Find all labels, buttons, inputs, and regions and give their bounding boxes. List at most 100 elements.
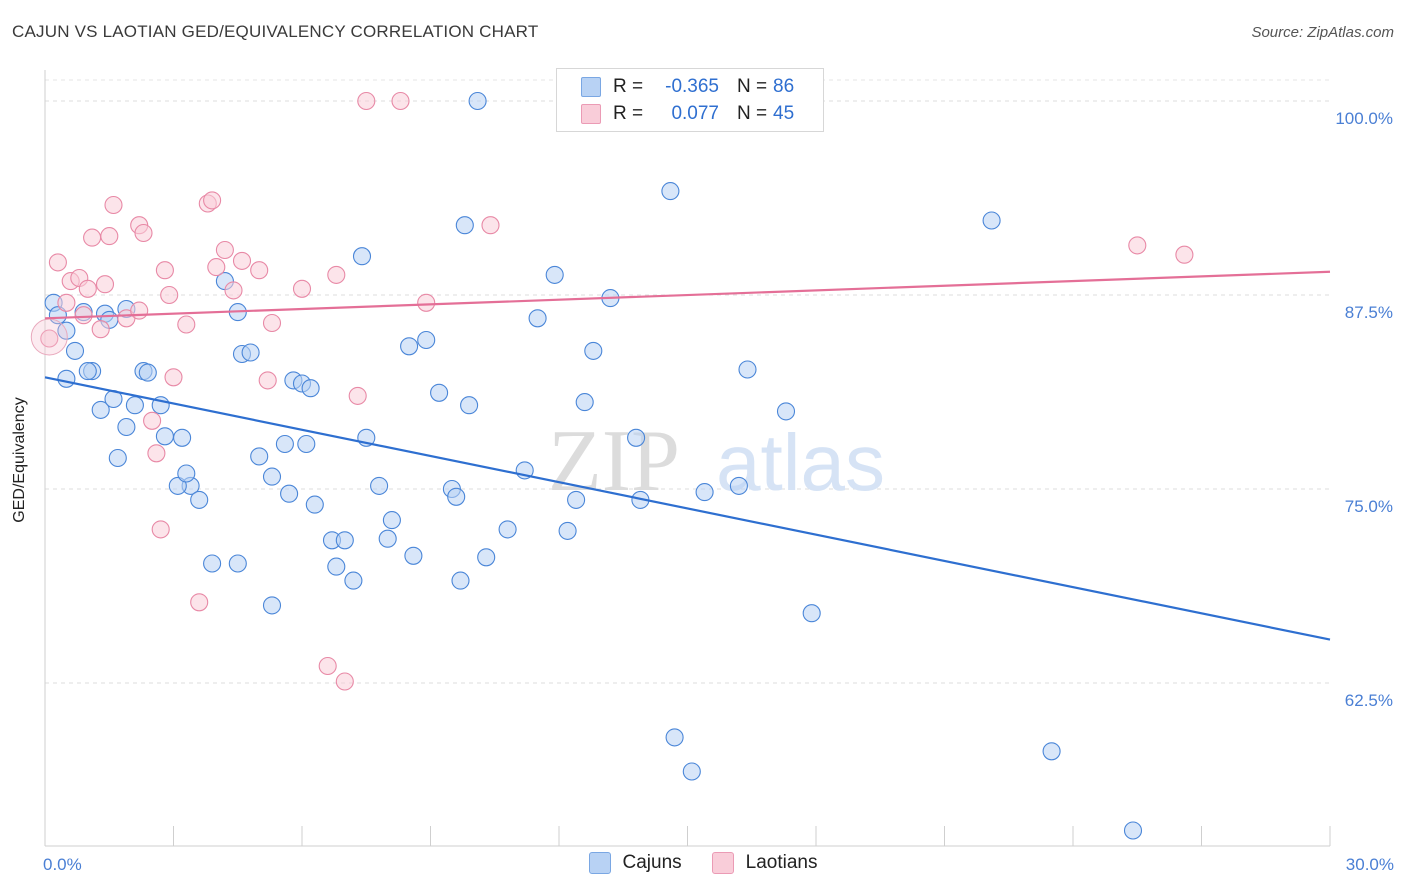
cajun-point xyxy=(262,467,282,486)
cajun-point xyxy=(138,363,157,382)
legend-n-label: N = xyxy=(737,76,768,97)
legend-n-value: 45 xyxy=(773,103,795,124)
laotian-point xyxy=(78,279,97,298)
x-tick-label: 30.0% xyxy=(1346,855,1394,874)
laotian-point xyxy=(348,386,367,405)
cajun-point xyxy=(738,360,757,379)
legend-n-label: N = xyxy=(737,103,768,124)
laotian-point xyxy=(335,672,354,691)
cajun-point xyxy=(168,476,187,495)
cajun-point xyxy=(665,728,684,747)
cajun-point xyxy=(1042,742,1061,761)
legend-label-cajuns: Cajuns xyxy=(622,852,682,873)
y-tick-label: 75.0% xyxy=(1345,497,1393,516)
cajun-point xyxy=(370,476,389,495)
laotian-point xyxy=(147,444,166,463)
cajun-point xyxy=(108,448,127,468)
cajun-point xyxy=(65,341,85,360)
cajun-point xyxy=(241,343,260,362)
laotian-point xyxy=(262,313,282,333)
legend-item-cajuns[interactable]: Cajuns xyxy=(588,852,682,874)
laotian-point xyxy=(207,258,226,277)
laotian-point xyxy=(357,91,376,111)
laotian-point xyxy=(318,656,337,676)
cajun-point xyxy=(378,529,397,548)
cajun-point xyxy=(430,383,449,402)
cajun-point xyxy=(447,487,466,506)
cajun-point xyxy=(584,341,603,360)
laotian-point xyxy=(130,301,149,320)
laotian-point xyxy=(155,261,174,280)
legend-swatch-laotians xyxy=(581,104,601,124)
laotian-point xyxy=(327,265,346,284)
laotian-point xyxy=(104,195,123,215)
cajun-point xyxy=(382,511,401,530)
laotian-point xyxy=(100,227,119,246)
cajun-point xyxy=(695,483,714,502)
cajun-point xyxy=(498,520,517,539)
laotian-point xyxy=(391,91,410,111)
y-tick-label: 87.5% xyxy=(1345,303,1393,322)
cajun-point xyxy=(528,309,547,328)
trend-lines xyxy=(44,270,1331,641)
laotian-point xyxy=(203,191,222,210)
cajun-point xyxy=(477,548,496,567)
legend-item-laotians[interactable]: Laotians xyxy=(711,852,818,874)
cajun-point xyxy=(1123,821,1143,840)
cajun-point xyxy=(177,464,196,483)
cajun-point xyxy=(455,216,474,235)
laotian-point xyxy=(48,253,67,272)
cajun-point xyxy=(982,211,1001,230)
cajun-trend-line xyxy=(44,376,1331,641)
gridlines xyxy=(45,79,1330,684)
laotian-point xyxy=(160,285,179,305)
laotian-point xyxy=(250,261,269,280)
laotian-point xyxy=(95,275,115,294)
cajun-point xyxy=(682,762,701,781)
x-tick-label: 0.0% xyxy=(43,855,82,874)
laotian-point xyxy=(258,371,277,390)
cajun-point xyxy=(203,554,222,573)
laotian-trend-line xyxy=(44,270,1331,320)
legend-n-value: 86 xyxy=(773,76,795,97)
laotian-point xyxy=(481,216,500,235)
series-cajuns xyxy=(44,91,1143,840)
legend-row-laotians: R = 0.077 N = 45 xyxy=(581,101,794,127)
laotian-point xyxy=(215,240,234,260)
legend-r-value: 0.077 xyxy=(671,103,719,124)
laotian-point xyxy=(1128,236,1147,255)
cajun-point xyxy=(117,417,136,437)
cajun-point xyxy=(57,369,76,388)
legend-label-laotians: Laotians xyxy=(745,852,818,873)
cajun-point xyxy=(301,379,320,398)
series-laotians xyxy=(40,91,1194,691)
cajun-point xyxy=(173,428,192,447)
chart-title: CAJUN VS LAOTIAN GED/EQUIVALENCY CORRELA… xyxy=(12,22,539,41)
cajun-point xyxy=(190,490,209,509)
cajun-point xyxy=(451,571,470,590)
laotian-point xyxy=(143,411,162,430)
y-tick-label: 100.0% xyxy=(1335,109,1393,128)
cajun-point xyxy=(78,362,97,381)
cajun-point xyxy=(468,91,487,111)
cajun-point xyxy=(400,337,419,356)
cajun-point xyxy=(305,495,324,514)
cajun-point xyxy=(661,182,680,201)
cajun-point xyxy=(567,490,586,509)
cajun-point xyxy=(155,427,174,446)
laotian-point xyxy=(292,279,312,298)
laotian-point xyxy=(134,223,153,243)
laotian-point xyxy=(40,329,59,348)
laotian-point xyxy=(224,281,243,300)
cajun-point xyxy=(627,428,646,447)
cajun-point xyxy=(404,546,423,565)
cajun-point xyxy=(91,400,110,419)
laotian-point xyxy=(177,315,196,334)
cajun-point xyxy=(545,265,564,284)
cajun-point xyxy=(729,476,748,495)
cajun-point xyxy=(575,393,594,412)
cajun-point xyxy=(352,247,372,266)
cajun-point xyxy=(344,571,363,590)
laotian-cluster-point xyxy=(30,318,68,356)
cajun-point xyxy=(262,596,282,615)
